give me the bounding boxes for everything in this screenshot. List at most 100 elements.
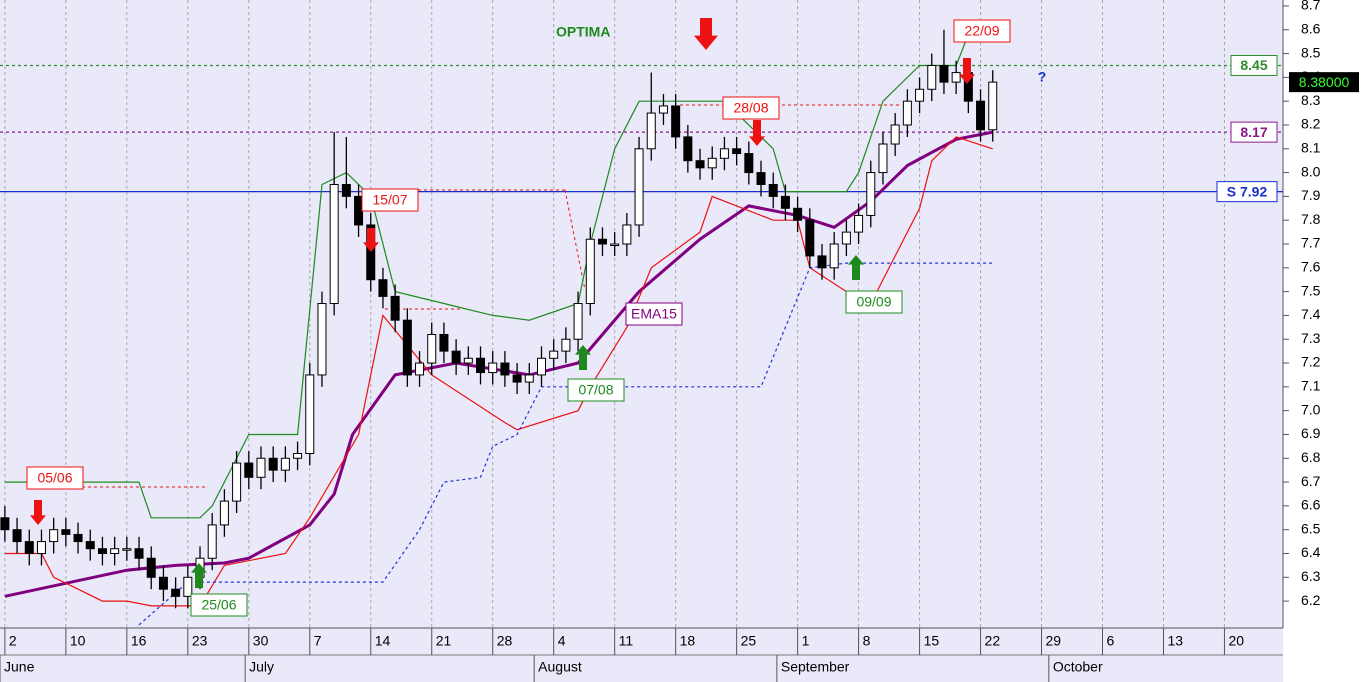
- signal-arrow: [959, 58, 975, 84]
- candle-body: [829, 243, 839, 269]
- y-tick-label: 8.7: [1301, 0, 1321, 13]
- candle-body: [36, 541, 46, 554]
- candle-body: [280, 457, 290, 471]
- candle-body: [110, 548, 120, 554]
- candle-body: [549, 350, 559, 359]
- candle-body: [841, 231, 851, 245]
- candle-body: [756, 172, 766, 185]
- candle-body: [12, 529, 22, 543]
- candle-body: [97, 548, 107, 554]
- candle-body: [354, 195, 364, 226]
- x-tick-label: 4: [558, 633, 566, 649]
- candle-body: [232, 462, 242, 502]
- annotation: 22/09: [964, 23, 999, 39]
- level-label-box: [1230, 121, 1278, 143]
- signal-line: [564, 189, 586, 291]
- level-label: 8.45: [1240, 57, 1267, 73]
- signal-arrow: [575, 345, 591, 370]
- y-tick-label: 8.2: [1301, 116, 1321, 132]
- x-tick-label: 8: [863, 633, 871, 649]
- candle-body: [451, 350, 461, 364]
- candle-body: [890, 124, 900, 145]
- candle-body: [85, 541, 95, 550]
- x-tick-label: 29: [1046, 633, 1062, 649]
- x-tick-label: 11: [619, 633, 634, 649]
- x-tick-label: 7: [314, 633, 322, 649]
- y-tick-label: 7.3: [1301, 330, 1321, 346]
- candle-body: [768, 183, 778, 197]
- x-tick-label: 28: [497, 633, 513, 649]
- signal-arrow: [848, 255, 864, 280]
- y-tick-label: 6.8: [1301, 449, 1321, 465]
- signal-arrow: [30, 500, 46, 525]
- month-label: August: [538, 659, 582, 675]
- candle-body: [244, 462, 254, 478]
- y-tick-label: 8.6: [1301, 20, 1321, 36]
- x-tick-label: 21: [436, 633, 452, 649]
- x-tick-label: 30: [253, 633, 269, 649]
- candle-body: [183, 576, 193, 597]
- level-label: 8.17: [1240, 124, 1267, 140]
- y-tick-label: 6.9: [1301, 425, 1321, 441]
- candle-body: [439, 333, 449, 352]
- annotation: EMA15: [631, 306, 677, 322]
- month-label: July: [249, 659, 274, 675]
- x-tick-label: 20: [1228, 633, 1244, 649]
- signal-arrow: [749, 120, 765, 146]
- annotation: 15/07: [372, 192, 407, 208]
- x-tick-label: 15: [924, 633, 940, 649]
- candle-body: [866, 172, 876, 216]
- candle-body: [793, 207, 803, 221]
- candle-body: [366, 224, 376, 281]
- month-label: September: [781, 659, 850, 675]
- x-tick-label: 23: [192, 633, 208, 649]
- candle-body: [817, 255, 827, 269]
- candle-body: [707, 157, 717, 169]
- annotation: 28/08: [733, 100, 768, 116]
- last-price-label: 8.38000: [1299, 74, 1350, 90]
- candle-body: [695, 160, 705, 169]
- candle-body: [622, 224, 632, 245]
- candle-body: [427, 333, 437, 364]
- candle-body: [610, 243, 620, 247]
- candle-body: [927, 64, 937, 90]
- candle-body: [402, 319, 412, 376]
- y-tick-label: 8.0: [1301, 163, 1321, 179]
- level-label-box: [1216, 181, 1278, 203]
- candle-body: [646, 112, 656, 150]
- y-tick-label: 7.9: [1301, 187, 1321, 203]
- candle-body: [488, 362, 498, 374]
- candle-body: [158, 576, 168, 590]
- annotation: ?: [1038, 69, 1047, 85]
- y-tick-label: 7.1: [1301, 378, 1321, 394]
- y-tick-label: 7.8: [1301, 211, 1321, 227]
- candle-body: [49, 529, 59, 543]
- candle-body: [658, 105, 668, 114]
- x-tick-label: 16: [131, 633, 147, 649]
- candle-body: [573, 303, 583, 340]
- candle-body: [24, 541, 34, 554]
- candle-body: [878, 143, 888, 174]
- candle-body: [293, 453, 303, 459]
- y-tick-label: 6.3: [1301, 568, 1321, 584]
- chart-title: OPTIMA: [556, 24, 610, 40]
- y-tick-label: 6.6: [1301, 497, 1321, 513]
- annotation: 05/06: [37, 470, 72, 486]
- y-tick-label: 7.4: [1301, 306, 1321, 322]
- month-label: June: [4, 659, 35, 675]
- candle-body: [634, 148, 644, 226]
- annotation: 07/08: [578, 382, 613, 398]
- candle-body: [378, 279, 388, 297]
- candle-body: [463, 357, 473, 364]
- candle-body: [146, 557, 156, 578]
- signal-arrow: [363, 228, 379, 252]
- signal-arrow: [694, 18, 718, 50]
- y-tick-label: 7.2: [1301, 354, 1321, 370]
- candle-body: [561, 338, 571, 352]
- candle-body: [341, 183, 351, 197]
- x-tick-label: 6: [1107, 633, 1115, 649]
- candle-body: [536, 357, 546, 376]
- candle-body: [805, 219, 815, 257]
- indicator-line: [4, 34, 969, 519]
